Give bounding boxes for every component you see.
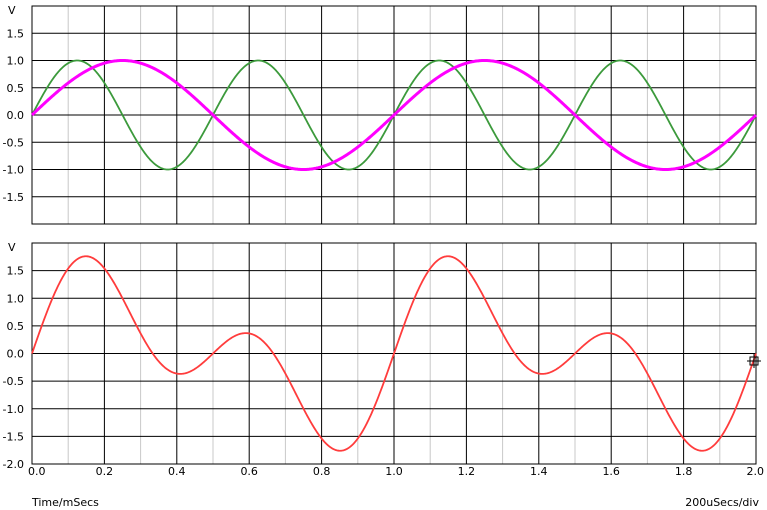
y-unit-label: V [8,4,16,17]
y-tick-label: 0.5 [7,82,25,95]
y-tick-label: 0.0 [7,348,25,361]
series-line [31,255,757,452]
x-tick-label: 1.0 [385,465,403,478]
x-axis-title: Time/mSecs [32,496,99,509]
y-tick-label: -1.5 [3,191,24,204]
x-tick-label: 1.2 [458,465,476,478]
x-tick-label: 0.0 [28,465,46,478]
y-tick-label: -0.5 [3,375,24,388]
y-tick-label: -1.5 [3,430,24,443]
time-per-division-label: 200uSecs/div [685,496,759,509]
x-tick-label: 0.2 [96,465,114,478]
y-tick-label: 1.0 [7,292,25,305]
y-unit-label: V [8,241,16,254]
lower-trace-panel: V 1.5 1.0 0.5 0.0 -0.5 -1.0 -1.5 -2.0 0.0 0.2 0.4 0.… [3,241,764,478]
y-tick-label: 0.0 [7,109,25,122]
y-tick-label: -1.0 [3,403,24,416]
x-tick-label: 2.0 [747,465,765,478]
x-tick-label: 1.8 [675,465,693,478]
upper-trace-panel: V 1.5 1.0 0.5 0.0 -0.5 -1.0 -1.5 [3,4,758,225]
y-tick-label: 0.5 [7,320,25,333]
y-tick-label: -1.0 [3,164,24,177]
measurement-cursor-icon[interactable] [747,354,761,368]
x-tick-label: 0.8 [313,465,331,478]
y-tick-label: -0.5 [3,136,24,149]
y-tick-label: -2.0 [3,458,24,471]
y-tick-label: 1.0 [7,55,25,68]
x-tick-label: 1.6 [602,465,620,478]
x-tick-label: 1.4 [530,465,548,478]
y-tick-label: 1.5 [7,265,25,278]
x-tick-label: 0.6 [240,465,258,478]
series-line [30,59,758,171]
x-tick-label: 0.4 [168,465,186,478]
y-tick-label: 1.5 [7,27,25,40]
